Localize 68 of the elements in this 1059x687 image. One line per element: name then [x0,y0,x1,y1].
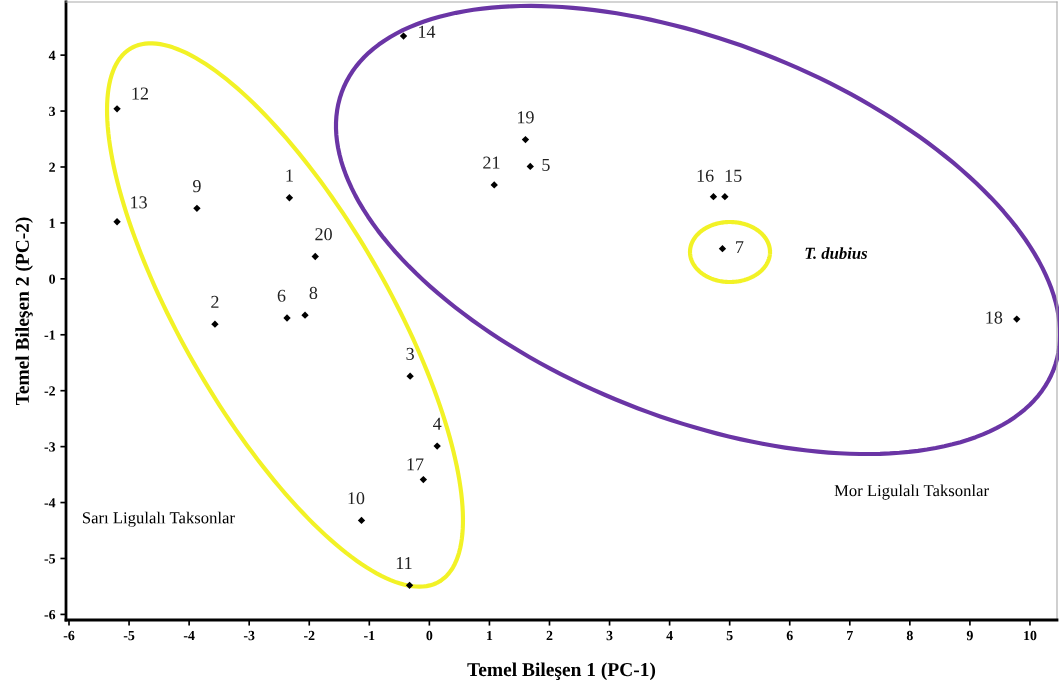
y-tick-label: -6 [44,610,56,620]
point [419,475,428,484]
annotation: T. dubius [805,247,868,260]
point [709,192,718,201]
annotation: 1 [286,169,293,182]
annotation: 11 [396,557,412,569]
y-tick-label: 4 [48,50,56,60]
point [285,194,294,202]
y-tick-label: -5 [44,554,56,564]
annotation: 14 [419,25,436,38]
annotation: 21 [483,156,500,169]
annotation: 4 [433,417,442,430]
x-tick-label: 1 [487,630,493,641]
annotation: 5 [542,158,550,171]
annotation: 15 [725,169,742,182]
y-tick-label: -3 [44,442,56,452]
x-tick-label: -5 [123,630,135,641]
x-tick-label: 0 [426,630,433,641]
x-tick-label: -1 [364,630,375,641]
x-tick-label: -4 [183,630,195,641]
x-tick-label: 3 [606,630,613,641]
y-tick-label: 2 [49,162,55,172]
x-tick-label: 8 [906,630,913,641]
annotation: 13 [131,196,147,209]
x-tick-label: 9 [966,630,973,641]
point [193,204,201,213]
y-tick-label: 3 [49,106,56,117]
point [490,181,498,189]
annotation: 16 [697,169,714,182]
y-tick-label: 0 [49,274,56,284]
annotation: 20 [315,228,332,241]
point [521,135,530,144]
x-tick-label: -6 [63,630,75,641]
point [311,252,319,261]
annotation: 3 [406,347,414,360]
y-tick-label: 1 [49,218,55,228]
annotation: 9 [193,180,201,193]
annotation: 2 [211,295,219,308]
point [405,581,414,589]
x-tick-label: -3 [243,630,255,641]
x-tick-label: 4 [666,630,673,641]
annotation: 12 [132,87,148,100]
annotation: Mor Ligulalı Taksonlar [834,484,989,500]
x-tick-label: -2 [303,630,315,641]
y-tick-label: -1 [44,330,55,340]
point [357,516,366,525]
x-tick-label: 2 [546,630,553,641]
annotation: 19 [518,111,534,124]
annotation: 8 [309,286,318,300]
point [399,32,408,40]
x-tick-label: 7 [847,630,853,641]
annotation: 18 [986,311,1003,324]
annotation: 17 [407,458,424,471]
point [718,244,727,253]
point [721,192,729,201]
x-tick-label: 5 [726,630,733,641]
point [1013,315,1021,323]
y-tick-label: -2 [44,386,55,396]
y-tick-label: -4 [44,498,56,508]
annotation: Sarı Ligulalı Taksonlar [82,511,235,527]
annotation: 7 [736,241,744,253]
annotation: 10 [348,492,365,505]
point [526,162,534,171]
x-axis-title: Temel Bileşen 1 (PC-1) [467,662,656,681]
y-axis-title: Temel Bileşen 2 (PC-2) [15,217,33,406]
annotation: 6 [277,289,286,302]
x-tick-label: 10 [1024,630,1037,641]
x-tick-label: 6 [786,630,793,641]
